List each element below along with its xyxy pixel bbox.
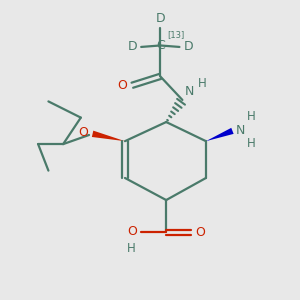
- Text: H: H: [247, 110, 256, 123]
- Text: O: O: [118, 79, 128, 92]
- Text: D: D: [128, 40, 137, 53]
- Text: H: H: [198, 76, 206, 90]
- Text: O: O: [195, 226, 205, 239]
- Text: C: C: [156, 39, 165, 52]
- Text: D: D: [155, 12, 165, 25]
- Text: O: O: [78, 126, 88, 139]
- Text: D: D: [184, 40, 193, 53]
- Text: N: N: [185, 85, 194, 98]
- Text: H: H: [128, 242, 136, 255]
- Text: N: N: [236, 124, 245, 137]
- Text: [13]: [13]: [168, 30, 185, 39]
- Text: H: H: [247, 137, 256, 150]
- Text: O: O: [128, 225, 137, 238]
- Polygon shape: [92, 130, 125, 141]
- Polygon shape: [206, 128, 234, 141]
